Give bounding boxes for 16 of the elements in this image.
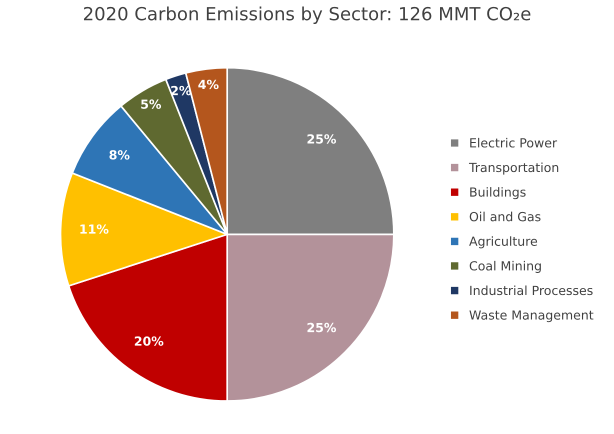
data-label: 8% <box>109 150 130 160</box>
data-label: 25% <box>307 134 336 144</box>
legend-label: Electric Power <box>470 138 558 148</box>
legend-label: Oil and Gas <box>470 212 541 222</box>
data-label: 25% <box>307 322 336 332</box>
data-label: 5% <box>141 99 162 109</box>
legend-label: Coal Mining <box>470 260 541 273</box>
data-label: 4% <box>198 80 219 90</box>
legend-label: Industrial Processes <box>470 285 593 296</box>
data-label: 20% <box>134 336 164 346</box>
chart-title: 2020 Carbon Emissions by Sector: 126 MMT CO₂e <box>84 6 530 24</box>
legend-label: Waste Management <box>469 310 594 322</box>
data-label: 11% <box>80 224 108 234</box>
legend-label: Transportation <box>468 162 558 175</box>
legend-label: Agriculture <box>469 236 538 248</box>
legend-label: Buildings <box>470 187 526 200</box>
